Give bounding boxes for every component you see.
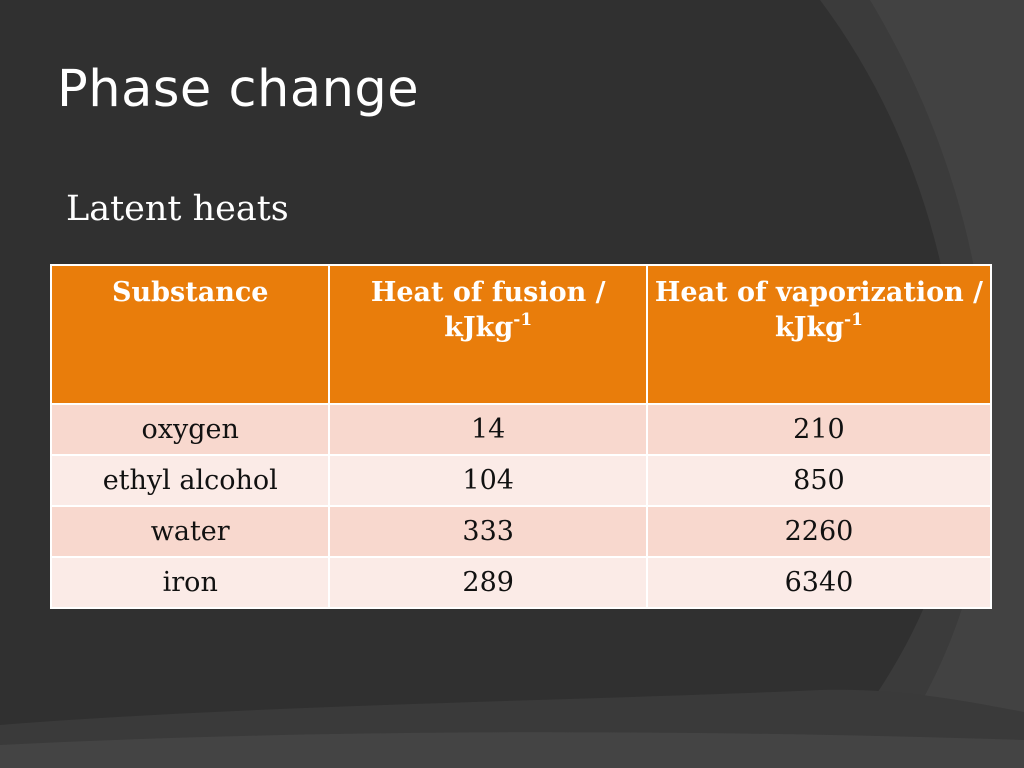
header-fusion-unit-exponent: -1 bbox=[513, 310, 533, 331]
table-header-row: Substance Heat of fusion / kJkg-1 Heat o… bbox=[49, 264, 993, 405]
cell-substance: iron bbox=[49, 556, 331, 609]
header-vaporization-unit-exponent: -1 bbox=[844, 310, 863, 331]
cell-vaporization: 210 bbox=[645, 403, 993, 456]
cell-substance: water bbox=[49, 505, 331, 558]
header-vaporization-label: Heat of vaporization / bbox=[654, 277, 983, 308]
table-row: iron 289 6340 bbox=[49, 556, 993, 609]
cell-fusion: 289 bbox=[328, 556, 648, 609]
cell-fusion: 333 bbox=[328, 505, 648, 558]
header-heat-of-vaporization: Heat of vaporization / kJkg-1 bbox=[645, 264, 993, 405]
table-row: water 333 2260 bbox=[49, 505, 993, 558]
table-row: ethyl alcohol 104 850 bbox=[49, 454, 993, 507]
cell-fusion: 14 bbox=[328, 403, 648, 456]
slide-subtitle: Latent heats bbox=[66, 189, 289, 229]
header-fusion-label: Heat of fusion / bbox=[370, 277, 606, 308]
slide-title: Phase change bbox=[57, 60, 420, 119]
header-substance-label: Substance bbox=[112, 277, 269, 308]
header-vaporization-unit: kJkg bbox=[774, 312, 845, 344]
latent-heats-table: Substance Heat of fusion / kJkg-1 Heat o… bbox=[49, 264, 993, 609]
header-fusion-unit: kJkg bbox=[444, 312, 514, 344]
cell-substance: oxygen bbox=[49, 403, 331, 456]
cell-substance: ethyl alcohol bbox=[49, 454, 331, 507]
header-substance: Substance bbox=[49, 264, 331, 405]
cell-vaporization: 2260 bbox=[645, 505, 993, 558]
table-row: oxygen 14 210 bbox=[49, 403, 993, 456]
cell-fusion: 104 bbox=[328, 454, 648, 507]
cell-vaporization: 850 bbox=[645, 454, 993, 507]
cell-vaporization: 6340 bbox=[645, 556, 993, 609]
header-heat-of-fusion: Heat of fusion / kJkg-1 bbox=[328, 264, 648, 405]
